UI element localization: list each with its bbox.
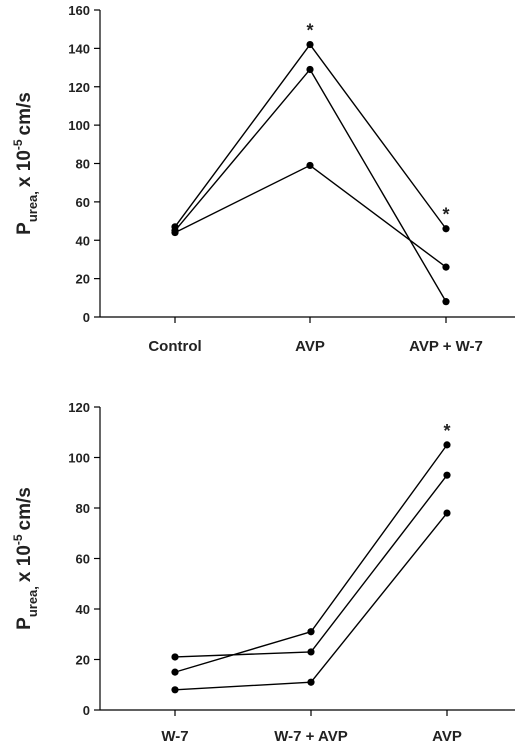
y-label-unit: cm/s	[14, 487, 35, 530]
data-point	[171, 653, 179, 661]
y-label-sub: urea,	[25, 586, 40, 617]
y-tick-label: 100	[68, 118, 90, 133]
series-line	[174, 512, 448, 691]
data-point	[443, 509, 451, 517]
y-label-mid: x 10	[14, 545, 35, 582]
data-point	[306, 161, 314, 170]
y-tick-label: 20	[76, 272, 90, 287]
y-tick-label: 120	[68, 400, 90, 415]
y-tick-label: 40	[76, 602, 90, 617]
data-point	[171, 668, 179, 676]
y-tick-label: 20	[76, 653, 90, 668]
y-tick-label: 120	[68, 80, 90, 95]
y-tick-label: 140	[68, 41, 90, 56]
y-label-main: P	[14, 617, 35, 630]
data-point	[306, 40, 314, 49]
series-line	[174, 68, 447, 303]
y-label-sup: -5	[11, 534, 25, 545]
y-label-unit: cm/s	[14, 92, 35, 135]
y-axis-label: Purea, x 10-5 cm/s	[11, 487, 40, 630]
data-point	[171, 228, 179, 237]
y-label-main: P	[14, 222, 35, 235]
y-tick-label: 40	[76, 233, 90, 248]
data-point	[443, 441, 451, 449]
x-tick-label: AVP	[295, 338, 325, 355]
y-tick-label: 60	[76, 195, 90, 210]
x-tick-label: AVP	[432, 728, 462, 745]
y-tick-label: 100	[68, 451, 90, 466]
significance-marker: *	[442, 205, 449, 225]
series-line	[174, 164, 447, 268]
series-line	[174, 444, 448, 673]
y-tick-label: 60	[76, 552, 90, 567]
data-point	[307, 628, 315, 636]
y-tick-label: 80	[76, 157, 90, 172]
data-point	[171, 686, 179, 694]
y-label-mid: x 10	[14, 150, 35, 187]
x-tick-label: W-7 + AVP	[274, 728, 347, 745]
y-tick-label: 80	[76, 501, 90, 516]
x-tick-label: AVP + W-7	[409, 338, 483, 355]
data-point	[442, 298, 450, 306]
y-tick-label: 0	[83, 703, 90, 718]
data-point	[443, 471, 451, 479]
data-point	[442, 225, 450, 233]
x-tick-label: Control	[148, 338, 201, 355]
data-point	[307, 678, 315, 686]
y-label-sub: urea,	[25, 191, 40, 222]
y-axis-label: Purea, x 10-5 cm/s	[11, 92, 40, 235]
significance-marker: *	[306, 21, 313, 41]
data-point	[307, 648, 315, 656]
significance-marker: *	[443, 421, 450, 441]
x-tick-label: W-7	[161, 728, 188, 745]
y-tick-label: 0	[83, 310, 90, 325]
data-point	[306, 65, 314, 74]
y-label-sup: -5	[11, 139, 25, 150]
data-point	[442, 263, 450, 271]
y-tick-label: 160	[68, 3, 90, 18]
